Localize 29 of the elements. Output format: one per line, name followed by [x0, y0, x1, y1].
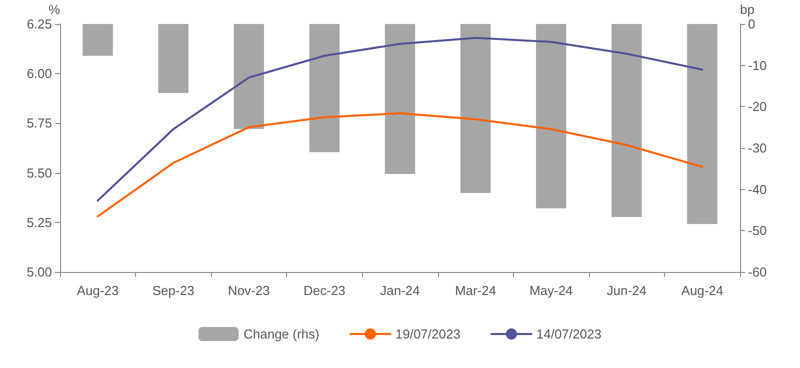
y2-tick-label: -20 [748, 99, 767, 114]
legend-label: 19/07/2023 [395, 326, 460, 342]
line-series [96, 112, 704, 218]
x-tick-label: Mar-24 [454, 283, 496, 298]
x-tick-label: Dec-23 [303, 283, 346, 298]
legend-label: 14/07/2023 [536, 326, 602, 342]
y2-tick-label: -50 [748, 223, 767, 238]
x-tick-label: Sep-23 [152, 283, 194, 298]
y-tick-label: 6.00 [26, 66, 52, 82]
y2-tick-label: -60 [748, 264, 767, 280]
y-axis-title: % [48, 2, 60, 17]
y2-tick-label: 0 [748, 16, 756, 32]
x-tick-label: Jan-24 [380, 283, 420, 298]
y-tick-label: 5.50 [26, 165, 52, 180]
y-tick-label: 5.25 [26, 214, 52, 230]
x-tick-label: Aug-23 [76, 283, 119, 298]
y2-tick-label: -10 [748, 58, 767, 73]
x-tick-label: Jun-24 [606, 283, 647, 298]
x-tick-label: Nov-23 [228, 283, 270, 298]
y-tick-label: 5.75 [26, 116, 52, 131]
x-tick-label: May-24 [529, 283, 573, 298]
legend-label: Change (rhs) [244, 326, 320, 342]
y-tick-label: 5.00 [26, 264, 52, 280]
x-tick-label: Aug-24 [681, 283, 724, 298]
line-series [96, 36, 704, 202]
y2-tick-label: -30 [748, 140, 767, 156]
y2-axis-title: bp [740, 2, 754, 17]
y-tick-label: 6.25 [26, 16, 52, 32]
y2-tick-label: -40 [748, 182, 767, 197]
